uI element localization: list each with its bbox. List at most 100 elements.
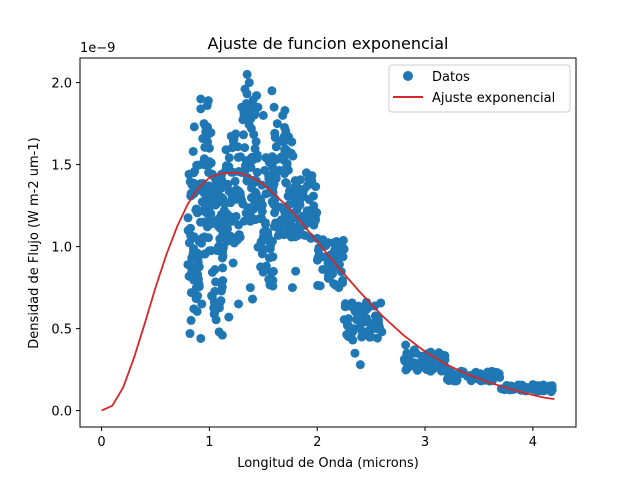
data-point bbox=[192, 264, 202, 274]
data-point bbox=[191, 294, 201, 304]
data-point bbox=[228, 258, 238, 268]
data-point bbox=[217, 330, 227, 340]
data-point bbox=[272, 119, 282, 129]
x-tick-label: 2 bbox=[313, 435, 321, 450]
y-tick-label: 1.0 bbox=[51, 241, 72, 256]
data-point bbox=[546, 387, 556, 397]
data-point bbox=[189, 244, 199, 254]
data-point bbox=[186, 231, 196, 241]
data-point bbox=[183, 260, 193, 270]
data-point bbox=[270, 132, 280, 142]
data-point bbox=[204, 143, 214, 153]
data-point bbox=[345, 324, 355, 334]
data-point bbox=[279, 230, 289, 240]
data-point bbox=[246, 162, 256, 172]
data-point bbox=[242, 176, 252, 186]
data-point bbox=[266, 240, 276, 250]
data-point bbox=[431, 361, 441, 371]
data-point bbox=[207, 291, 217, 301]
data-point bbox=[211, 277, 221, 287]
data-point bbox=[257, 206, 267, 216]
data-point bbox=[255, 199, 265, 209]
data-point bbox=[406, 358, 416, 368]
data-layer bbox=[183, 69, 557, 397]
data-point bbox=[312, 255, 322, 265]
legend-label-datos: Datos bbox=[432, 70, 470, 85]
data-point bbox=[186, 315, 196, 325]
data-point bbox=[291, 184, 301, 194]
x-tick-label: 4 bbox=[529, 435, 537, 450]
data-point bbox=[235, 232, 245, 242]
data-point bbox=[247, 152, 257, 162]
fit-layer bbox=[101, 171, 555, 412]
data-point bbox=[242, 69, 252, 79]
data-point bbox=[261, 261, 271, 271]
data-point bbox=[217, 192, 227, 202]
data-point bbox=[222, 216, 232, 226]
data-point bbox=[224, 312, 234, 322]
data-point bbox=[198, 134, 208, 144]
data-point bbox=[189, 122, 199, 132]
data-point bbox=[370, 301, 380, 311]
data-point bbox=[293, 228, 303, 238]
data-point bbox=[259, 244, 269, 254]
data-point bbox=[315, 281, 325, 291]
data-point bbox=[434, 348, 444, 358]
data-point bbox=[203, 96, 213, 106]
data-point bbox=[199, 232, 209, 242]
data-point bbox=[252, 167, 262, 177]
data-point bbox=[198, 185, 208, 195]
data-point bbox=[218, 276, 228, 286]
data-point bbox=[280, 150, 290, 160]
data-point bbox=[281, 178, 291, 188]
data-point bbox=[216, 296, 226, 306]
data-point bbox=[350, 307, 360, 317]
data-point bbox=[268, 252, 278, 262]
data-point bbox=[282, 160, 292, 170]
data-point bbox=[280, 144, 290, 154]
data-point bbox=[272, 154, 282, 164]
data-point bbox=[248, 294, 258, 304]
data-point bbox=[334, 283, 344, 293]
data-point bbox=[290, 176, 300, 186]
data-point bbox=[184, 169, 194, 179]
data-point bbox=[267, 86, 277, 96]
data-point bbox=[223, 179, 233, 189]
data-point bbox=[238, 130, 248, 140]
data-point bbox=[447, 368, 457, 378]
x-axis: 0 1 2 3 4 bbox=[97, 427, 537, 450]
data-point bbox=[301, 168, 311, 178]
data-point bbox=[401, 340, 411, 350]
data-point bbox=[191, 283, 201, 293]
data-point bbox=[192, 306, 202, 316]
data-point bbox=[240, 143, 250, 153]
data-point bbox=[249, 130, 259, 140]
data-point bbox=[307, 176, 317, 186]
data-point bbox=[293, 222, 303, 232]
data-point bbox=[233, 142, 243, 152]
data-point bbox=[253, 102, 263, 112]
x-tick-label: 1 bbox=[205, 435, 213, 450]
x-tick-label: 3 bbox=[421, 435, 429, 450]
legend: Datos Ajuste exponencial bbox=[388, 64, 571, 113]
data-point bbox=[226, 187, 236, 197]
data-point bbox=[295, 200, 305, 210]
data-point bbox=[218, 263, 228, 273]
data-point bbox=[298, 211, 308, 221]
data-point bbox=[201, 200, 211, 210]
data-point bbox=[224, 153, 234, 163]
data-point bbox=[312, 233, 322, 243]
data-point bbox=[201, 127, 211, 137]
data-point bbox=[402, 348, 412, 358]
data-point bbox=[355, 360, 365, 370]
data-point bbox=[264, 274, 274, 284]
data-point bbox=[270, 166, 280, 176]
data-point bbox=[240, 84, 250, 94]
data-point bbox=[225, 231, 235, 241]
x-tick-label: 0 bbox=[97, 435, 105, 450]
data-point bbox=[185, 329, 195, 339]
data-point bbox=[284, 132, 294, 142]
data-point bbox=[269, 221, 279, 231]
data-point bbox=[337, 241, 347, 251]
